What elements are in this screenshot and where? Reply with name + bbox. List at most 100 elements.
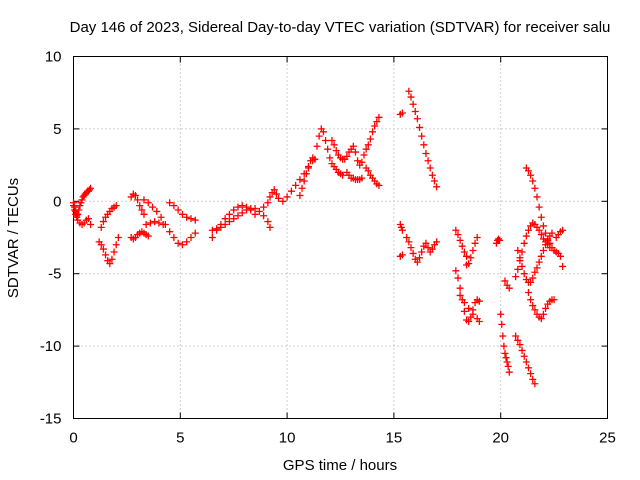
data-point xyxy=(537,231,545,239)
data-point xyxy=(302,170,310,178)
data-point xyxy=(537,213,545,221)
data-point xyxy=(527,370,535,378)
data-point xyxy=(454,231,462,239)
data-point xyxy=(255,207,263,215)
data-point xyxy=(516,254,524,262)
grid-layer xyxy=(73,56,608,419)
data-point xyxy=(473,234,481,241)
data-point xyxy=(275,194,283,202)
data-point xyxy=(266,223,274,231)
data-point xyxy=(500,342,508,350)
data-point xyxy=(187,234,195,241)
data-point xyxy=(296,192,304,200)
data-point xyxy=(518,346,526,354)
data-point xyxy=(159,220,167,228)
data-point xyxy=(518,248,526,256)
data-point xyxy=(524,289,532,297)
data-point xyxy=(362,145,370,153)
data-point xyxy=(456,284,464,292)
data-point xyxy=(371,122,379,130)
data-point xyxy=(520,352,528,360)
data-point xyxy=(469,310,477,318)
data-point xyxy=(420,141,428,149)
data-point xyxy=(174,206,182,214)
data-point xyxy=(270,186,278,194)
data-point xyxy=(458,242,466,250)
data-point xyxy=(520,239,528,247)
data-point xyxy=(230,215,238,223)
series-arc-t xyxy=(396,220,406,234)
data-point xyxy=(433,238,441,246)
data-point xyxy=(422,150,430,158)
data-point xyxy=(465,317,473,325)
data-point xyxy=(328,136,336,144)
x-tick-label: 25 xyxy=(599,430,616,447)
x-tick-label: 5 xyxy=(176,430,184,447)
data-point xyxy=(505,368,513,376)
data-point xyxy=(360,151,368,159)
data-point xyxy=(170,202,178,210)
data-point xyxy=(531,380,539,388)
data-point xyxy=(349,142,357,150)
data-point xyxy=(422,239,430,247)
data-point xyxy=(364,141,372,149)
data-point xyxy=(546,239,554,247)
series-arc-b xyxy=(70,199,95,228)
data-point xyxy=(516,341,524,349)
data-point xyxy=(544,235,552,243)
data-point xyxy=(430,177,438,185)
data-point xyxy=(454,274,462,282)
data-point xyxy=(407,244,415,252)
data-point xyxy=(272,190,280,198)
data-point xyxy=(522,232,530,240)
data-point xyxy=(234,212,242,220)
data-point xyxy=(424,157,432,165)
data-point xyxy=(405,87,413,95)
data-point xyxy=(416,123,424,131)
y-tick-label: -5 xyxy=(48,266,61,283)
data-point xyxy=(531,306,539,314)
series-arc-ad xyxy=(512,332,539,388)
series-arc-r xyxy=(396,109,406,118)
data-point xyxy=(539,222,547,230)
series-arc-m xyxy=(296,154,319,200)
series-arc-ai xyxy=(552,226,567,241)
data-point xyxy=(339,171,347,179)
data-point xyxy=(298,184,306,192)
data-point xyxy=(221,220,229,228)
data-point xyxy=(191,229,199,237)
data-point xyxy=(426,164,434,172)
data-point xyxy=(208,226,216,234)
series-arc-w xyxy=(452,267,483,325)
data-point xyxy=(304,163,312,171)
data-point xyxy=(225,218,233,226)
data-point xyxy=(144,232,152,240)
data-point xyxy=(373,118,381,126)
data-point xyxy=(548,229,556,237)
data-point xyxy=(174,239,182,247)
data-point xyxy=(428,245,436,253)
data-point xyxy=(102,251,110,259)
series-arc-e xyxy=(127,190,148,218)
data-point xyxy=(366,135,374,143)
series-arc-k xyxy=(208,205,274,234)
data-point xyxy=(319,128,327,136)
series-arc-l xyxy=(260,157,317,211)
data-point xyxy=(73,212,81,220)
series-arc-v xyxy=(403,234,441,266)
data-point xyxy=(208,234,216,241)
data-point xyxy=(238,202,246,210)
data-point xyxy=(279,197,287,205)
data-point xyxy=(499,332,507,340)
data-point xyxy=(213,225,221,233)
data-point xyxy=(134,196,142,204)
series-arc-q xyxy=(362,164,383,189)
data-point xyxy=(99,218,107,226)
series-arc-c xyxy=(95,234,122,268)
data-point xyxy=(292,181,300,189)
plot-frame xyxy=(73,56,608,419)
data-point xyxy=(413,115,421,123)
series-arc-p xyxy=(343,168,366,184)
x-axis-label: GPS time / hours xyxy=(283,457,397,474)
data-point xyxy=(322,136,330,144)
